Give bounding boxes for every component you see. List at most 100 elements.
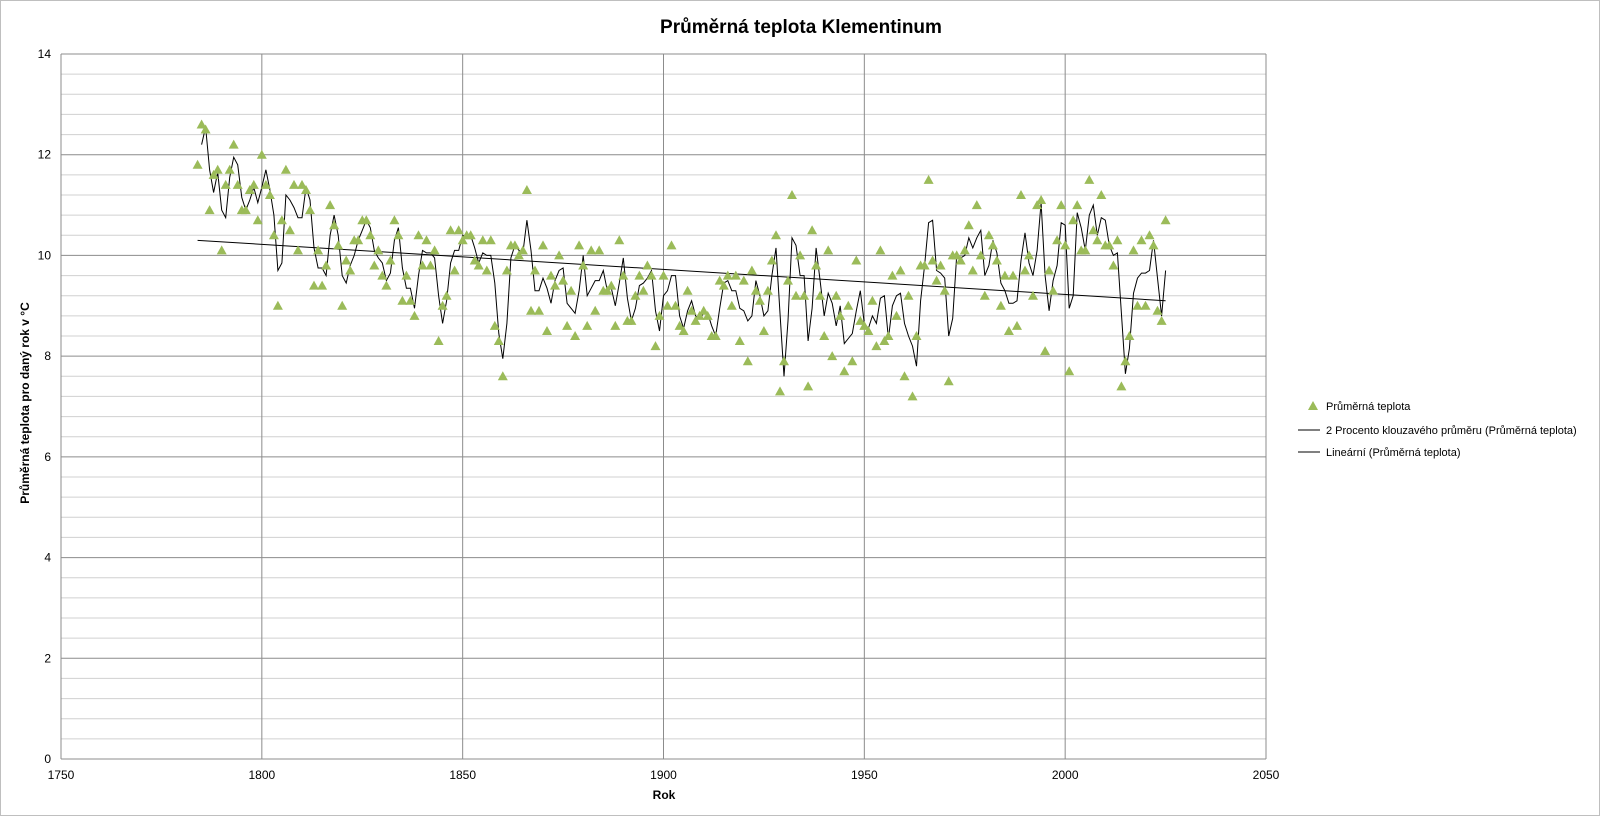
data-point xyxy=(939,285,950,295)
data-point xyxy=(843,300,854,310)
data-point xyxy=(542,326,552,335)
data-point xyxy=(714,275,725,285)
data-point xyxy=(301,185,311,194)
data-point xyxy=(722,270,733,280)
data-point xyxy=(329,220,340,230)
data-point xyxy=(453,225,464,235)
data-point xyxy=(698,305,709,315)
data-point xyxy=(1020,265,1030,275)
data-point xyxy=(614,235,625,245)
data-point xyxy=(425,260,436,270)
data-point xyxy=(365,230,376,240)
y-tick-label: 12 xyxy=(38,148,52,162)
data-point xyxy=(1080,245,1091,255)
data-point xyxy=(875,245,886,255)
data-point xyxy=(642,260,653,270)
legend-label-scatter: Průměrná teplota xyxy=(1326,401,1411,413)
legend-marker-triangle xyxy=(1308,401,1318,410)
data-point xyxy=(746,265,757,275)
data-point xyxy=(726,300,737,310)
data-point xyxy=(634,270,645,280)
data-point xyxy=(771,230,781,240)
data-point xyxy=(710,331,721,340)
data-point xyxy=(437,300,448,310)
data-point xyxy=(284,225,295,235)
data-point xyxy=(421,235,432,245)
data-point xyxy=(361,215,372,225)
data-point xyxy=(1160,215,1171,225)
data-point xyxy=(441,290,452,300)
data-point xyxy=(276,215,287,225)
data-point xyxy=(718,280,729,290)
data-point xyxy=(517,245,528,255)
grid xyxy=(60,53,1267,760)
data-point xyxy=(831,290,842,300)
data-point xyxy=(606,280,617,290)
data-point xyxy=(337,300,348,310)
data-point xyxy=(967,265,978,275)
data-point xyxy=(429,245,440,255)
data-point xyxy=(626,315,637,325)
data-point xyxy=(730,270,741,280)
data-point xyxy=(983,230,994,240)
data-point xyxy=(674,320,685,330)
trend-layer xyxy=(197,239,1166,302)
data-point xyxy=(256,149,267,159)
data-point xyxy=(397,295,408,305)
tick-labels: 0 2 4 6 8 10 12 14 1750 1800 1850 1900 1950 2000 2050 xyxy=(38,47,1280,782)
data-point xyxy=(325,200,336,210)
data-point xyxy=(602,285,613,295)
data-point xyxy=(1108,260,1119,270)
trend-line xyxy=(197,239,1166,302)
data-point xyxy=(1088,225,1099,235)
data-point xyxy=(987,240,998,250)
data-point xyxy=(851,255,862,265)
data-point xyxy=(1003,326,1014,335)
data-point xyxy=(385,255,396,265)
data-point xyxy=(839,366,850,376)
data-point xyxy=(558,275,569,285)
data-point xyxy=(650,341,661,351)
data-point xyxy=(911,331,922,340)
data-point xyxy=(795,250,806,260)
data-point xyxy=(465,230,476,240)
chart-title: Průměrná teplota Klementinum xyxy=(660,17,942,38)
data-point xyxy=(682,285,693,295)
data-point xyxy=(264,190,275,199)
data-point xyxy=(377,270,388,280)
data-point xyxy=(1156,315,1167,325)
data-point xyxy=(534,305,544,315)
data-point xyxy=(859,320,870,330)
data-point xyxy=(317,280,328,290)
data-point xyxy=(369,260,380,270)
data-point xyxy=(280,164,291,174)
data-point xyxy=(791,290,801,300)
data-point xyxy=(995,300,1006,310)
data-point xyxy=(1052,235,1063,245)
data-point xyxy=(1012,320,1022,330)
data-point xyxy=(373,245,384,255)
data-point xyxy=(1120,356,1131,366)
data-point xyxy=(895,265,906,275)
data-point xyxy=(293,245,303,255)
data-point xyxy=(815,290,826,300)
data-point xyxy=(666,240,677,250)
data-point xyxy=(1116,381,1127,391)
data-point xyxy=(618,270,629,280)
data-point xyxy=(991,255,1002,265)
data-point xyxy=(321,260,332,270)
data-point xyxy=(819,331,830,340)
x-tick-label: 2000 xyxy=(1052,768,1079,782)
data-point xyxy=(297,179,307,189)
data-point xyxy=(341,255,352,265)
data-point xyxy=(959,245,970,255)
data-point xyxy=(1036,195,1047,204)
data-point xyxy=(481,265,492,275)
data-point xyxy=(1028,290,1038,300)
data-point xyxy=(1008,270,1018,280)
data-point xyxy=(1040,346,1051,356)
data-point xyxy=(594,245,605,255)
data-point xyxy=(702,310,713,320)
data-point xyxy=(389,215,400,225)
